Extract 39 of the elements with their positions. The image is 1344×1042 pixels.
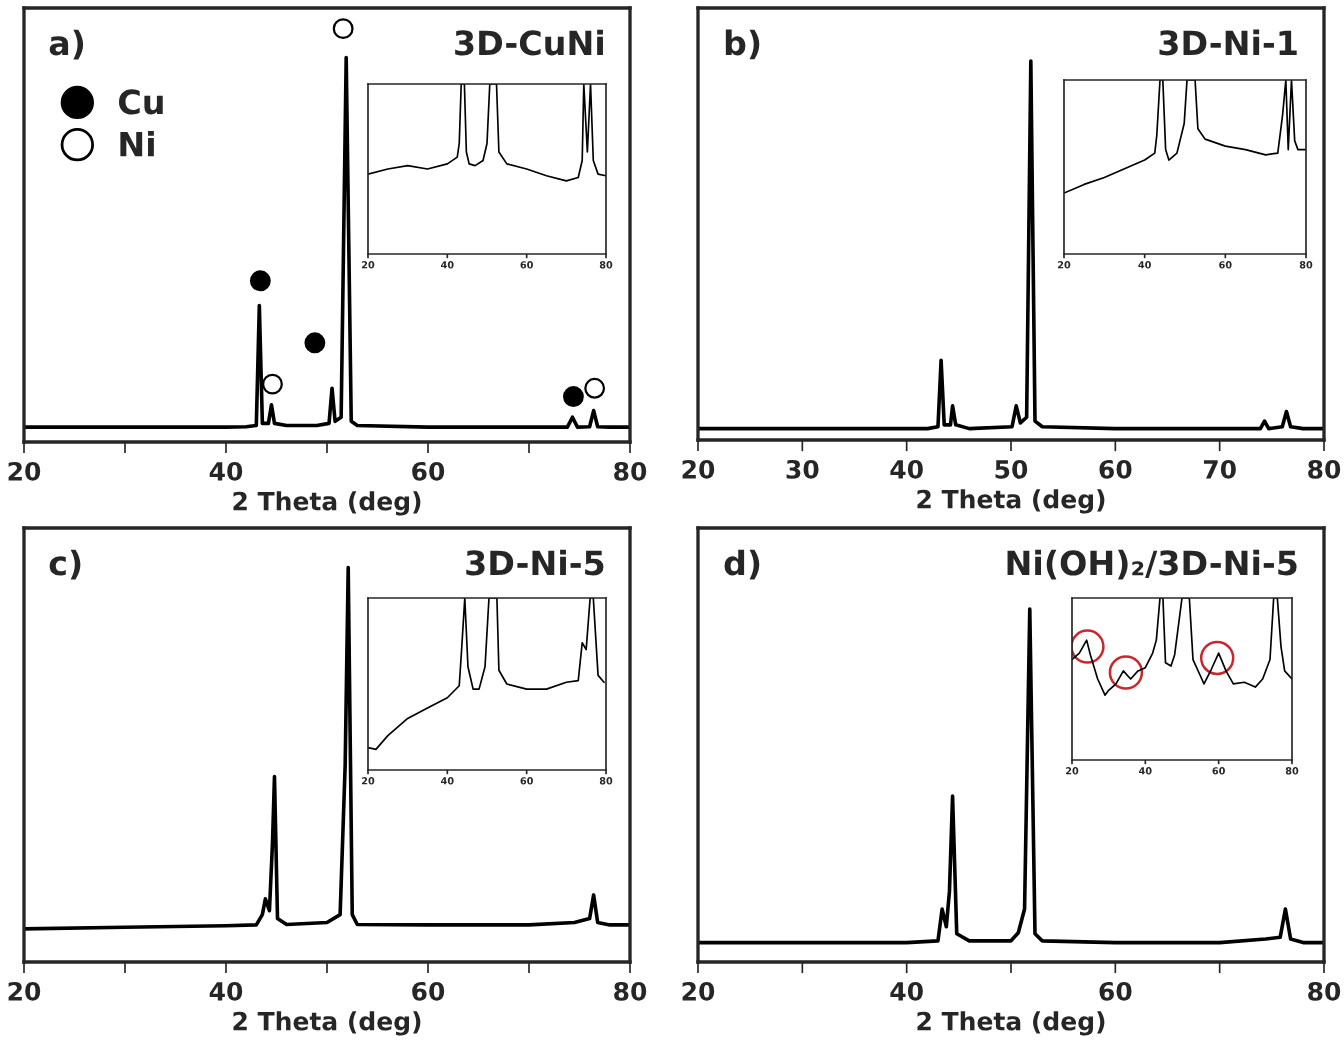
x-tick-label: 80: [614, 461, 647, 481]
point: [332, 18, 354, 40]
x-tick-label: 80: [1308, 459, 1341, 479]
x-tick-label: 30: [786, 459, 819, 479]
x-tick-label: 40: [209, 461, 243, 481]
x-tick-label: 40: [209, 981, 243, 1001]
point: [584, 377, 606, 399]
point: [563, 386, 584, 407]
x-axis-title: 2 Theta (deg): [233, 491, 421, 516]
x-tick-label: 60: [1099, 459, 1132, 479]
chart-title: d): [724, 549, 760, 580]
x-tick-label: 20: [682, 459, 715, 479]
point: [262, 373, 283, 395]
x-axis-title: 2 Theta (deg): [233, 1011, 421, 1036]
chart-subtitle: 3D-CuNi: [455, 29, 603, 56]
x-tick-label: 80: [614, 981, 647, 1001]
x-tick-label: 70: [1203, 459, 1236, 479]
chart-title: c): [49, 549, 81, 580]
x-tick-label: 20: [8, 981, 41, 1001]
point: [249, 270, 271, 292]
x-axis-title: 2 Theta (deg): [917, 1011, 1105, 1036]
x-tick-label: 60: [412, 461, 445, 481]
x-tick-label: 80: [1308, 981, 1341, 1001]
x-tick-label: 40: [890, 459, 923, 479]
chart-title: b): [725, 29, 760, 60]
x-tick-label: 60: [1099, 981, 1132, 1001]
chart-subtitle: 3D-Ni-1: [1159, 29, 1297, 56]
legend-label: Cu: [118, 89, 163, 115]
x-tick-label: 20: [8, 461, 41, 481]
x-tick-label: 20: [682, 981, 715, 1001]
legend-label: Ni: [120, 131, 154, 157]
point: [304, 332, 326, 354]
chart-title: a): [49, 29, 84, 60]
chart-subtitle: Ni(OH)₂/3D-Ni-5: [1007, 549, 1297, 580]
chart-subtitle: 3D-Ni-5: [466, 549, 604, 576]
x-tick-label: 60: [412, 981, 445, 1001]
x-tick-label: 50: [995, 459, 1028, 479]
x-tick-label: 40: [890, 981, 923, 1001]
x-axis-title: 2 Theta (deg): [917, 489, 1105, 514]
